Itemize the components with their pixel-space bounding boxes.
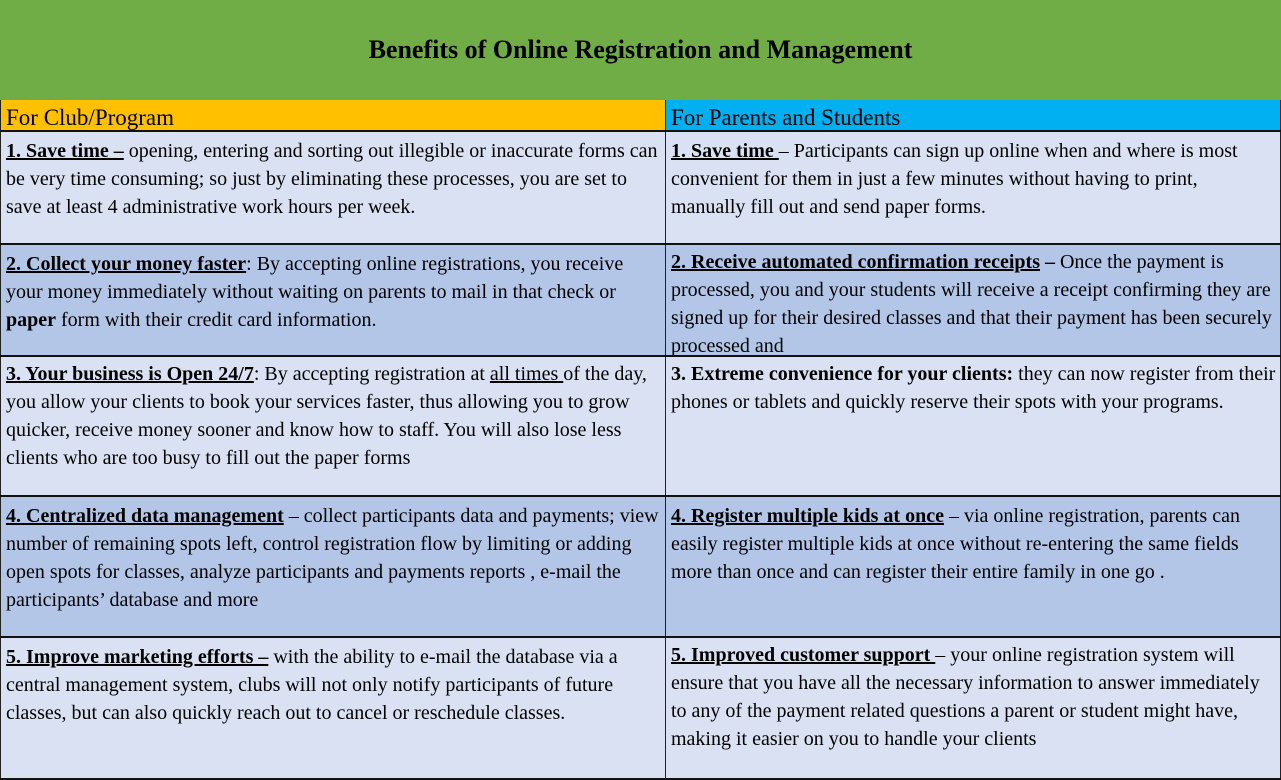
benefit-text: : By accepting online registrations, you… [6, 253, 624, 303]
parents-benefit-1: 1. Save time – Participants can sign up … [665, 132, 1281, 243]
club-benefit-1: 1. Save time – opening, entering and sor… [0, 132, 665, 243]
table-row: 3. Your business is Open 24/7: By accept… [0, 357, 1281, 497]
table-row: 1. Save time – opening, entering and sor… [0, 132, 1281, 245]
parents-benefit-4: 4. Register multiple kids at once – via … [665, 497, 1281, 636]
page-title: Benefits of Online Registration and Mana… [0, 0, 1281, 101]
benefit-text: of the day, you allow your clients to bo… [6, 363, 647, 469]
club-benefit-4: 4. Centralized data management – collect… [0, 497, 665, 636]
benefit-heading: 4. Register multiple kids at once [671, 505, 944, 527]
club-benefit-2: 2. Collect your money faster: By accepti… [0, 245, 665, 355]
header-parents-students: For Parents and Students [665, 100, 1281, 130]
club-benefit-3: 3. Your business is Open 24/7: By accept… [0, 357, 665, 495]
parents-benefit-2: 2. Receive automated confirmation receip… [665, 245, 1281, 355]
benefit-heading: 3. Your business is Open 24/7 [6, 363, 254, 385]
benefit-heading: 1. Save time – [6, 140, 124, 162]
benefit-text: – your online registration system will e… [671, 644, 1260, 750]
parents-benefit-3: 3. Extreme convenience for your clients:… [665, 357, 1281, 495]
benefit-text: – Participants can sign up online when a… [671, 140, 1238, 218]
parents-benefit-5: 5. Improved customer support – your onli… [665, 638, 1281, 778]
benefit-text: – via online registration, parents can e… [671, 505, 1240, 583]
benefit-heading: 3. Extreme convenience for your clients: [671, 363, 1014, 385]
table-row: 5. Improve marketing efforts – with the … [0, 638, 1281, 780]
benefit-heading: paper [6, 309, 56, 331]
benefit-text: they can now register from their phones … [671, 363, 1276, 413]
benefit-text: all times [489, 363, 564, 385]
benefit-heading: 2. Collect your money faster [6, 253, 247, 275]
benefit-text: with the ability to e-mail the database … [6, 646, 618, 724]
benefit-text: form with their credit card information. [56, 309, 377, 331]
benefit-heading: 5. Improved customer support [671, 644, 936, 666]
benefits-table: For Club/Program For Parents and Student… [0, 100, 1281, 780]
benefit-heading: 1. Save time [671, 140, 779, 162]
benefit-text: Once the payment is processed, you and y… [671, 251, 1272, 355]
header-club-program: For Club/Program [0, 100, 665, 130]
benefit-text: opening, entering and sorting out illegi… [6, 140, 658, 218]
table-row: 4. Centralized data management – collect… [0, 497, 1281, 638]
benefit-heading: 2. Receive automated confirmation receip… [671, 251, 1040, 273]
benefit-text: – collect participants data and payments… [6, 505, 659, 611]
club-benefit-5: 5. Improve marketing efforts – with the … [0, 638, 665, 778]
benefit-heading: 4. Centralized data management [6, 505, 284, 527]
header-row: For Club/Program For Parents and Student… [0, 100, 1281, 132]
benefit-text: : By accepting registration at [253, 363, 490, 385]
benefit-heading: 5. Improve marketing efforts – [6, 646, 269, 668]
table-row: 2. Collect your money faster: By accepti… [0, 245, 1281, 357]
benefit-heading: – [1039, 251, 1060, 273]
